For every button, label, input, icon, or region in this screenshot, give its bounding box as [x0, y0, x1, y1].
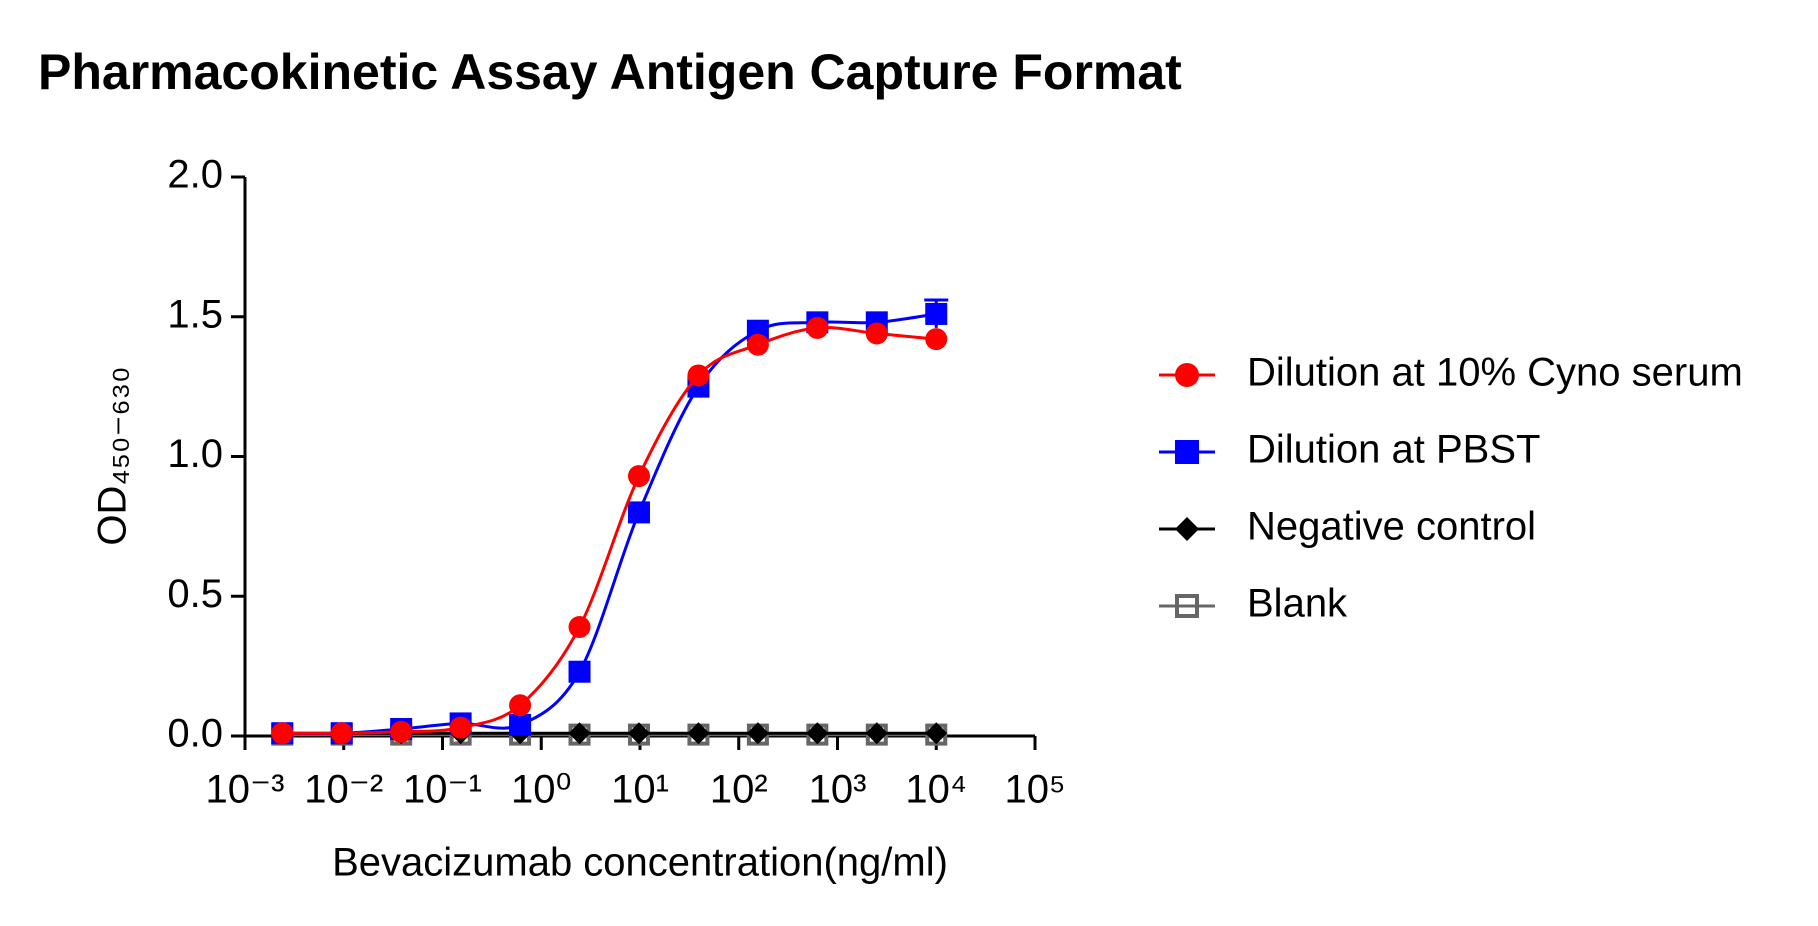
- marker: [1175, 440, 1199, 464]
- y-axis-label: OD₄₅₀₋₆₃₀: [91, 366, 135, 545]
- legend-item: Blank: [1159, 582, 1348, 626]
- x-tick-label: 10²: [710, 768, 768, 812]
- marker: [925, 722, 948, 745]
- y-tick-label: 0.5: [167, 572, 223, 616]
- marker: [568, 615, 591, 638]
- marker: [925, 302, 948, 325]
- x-tick-label: 10³: [809, 768, 867, 812]
- marker: [449, 716, 472, 739]
- marker: [1175, 363, 1199, 387]
- marker: [746, 333, 769, 356]
- marker: [390, 720, 413, 743]
- marker: [568, 722, 591, 745]
- marker: [1175, 594, 1199, 618]
- marker: [925, 328, 948, 351]
- marker: [627, 501, 650, 524]
- y-tick-label: 0.0: [167, 712, 223, 756]
- marker: [865, 722, 888, 745]
- marker: [806, 316, 829, 339]
- legend-label: Dilution at PBST: [1247, 428, 1540, 472]
- legend-label: Negative control: [1247, 505, 1536, 549]
- series-line: [282, 326, 937, 735]
- x-tick-label: 10⁻²: [304, 768, 383, 812]
- x-tick-label: 10¹: [611, 768, 669, 812]
- marker: [271, 722, 294, 745]
- legend-item: Dilution at PBST: [1159, 428, 1540, 472]
- x-tick-label: 10⁻³: [206, 768, 285, 812]
- x-tick-label: 10⁴: [905, 768, 967, 812]
- x-tick-label: 10⁵: [1004, 768, 1065, 812]
- series-line: [282, 312, 937, 736]
- x-tick-label: 10⁻¹: [403, 768, 482, 812]
- chart-title: Pharmacokinetic Assay Antigen Capture Fo…: [38, 44, 1182, 100]
- legend-label: Blank: [1247, 582, 1348, 626]
- marker: [746, 722, 769, 745]
- marker: [865, 322, 888, 345]
- legend-item: Dilution at 10% Cyno serum: [1159, 351, 1743, 395]
- marker: [509, 713, 532, 736]
- marker: [806, 722, 829, 745]
- marker: [687, 722, 710, 745]
- legend-item: Negative control: [1159, 505, 1536, 549]
- y-tick-label: 2.0: [167, 153, 223, 197]
- legend-label: Dilution at 10% Cyno serum: [1247, 351, 1743, 395]
- marker: [687, 364, 710, 387]
- y-tick-label: 1.5: [167, 292, 223, 336]
- y-tick-label: 1.0: [167, 432, 223, 476]
- marker: [1175, 517, 1199, 541]
- marker: [568, 660, 591, 683]
- marker: [330, 722, 353, 745]
- x-tick-label: 10⁰: [511, 768, 572, 812]
- x-axis-label: Bevacizumab concentration(ng/ml): [332, 841, 948, 885]
- marker: [627, 722, 650, 745]
- marker: [627, 465, 650, 488]
- marker: [509, 694, 532, 717]
